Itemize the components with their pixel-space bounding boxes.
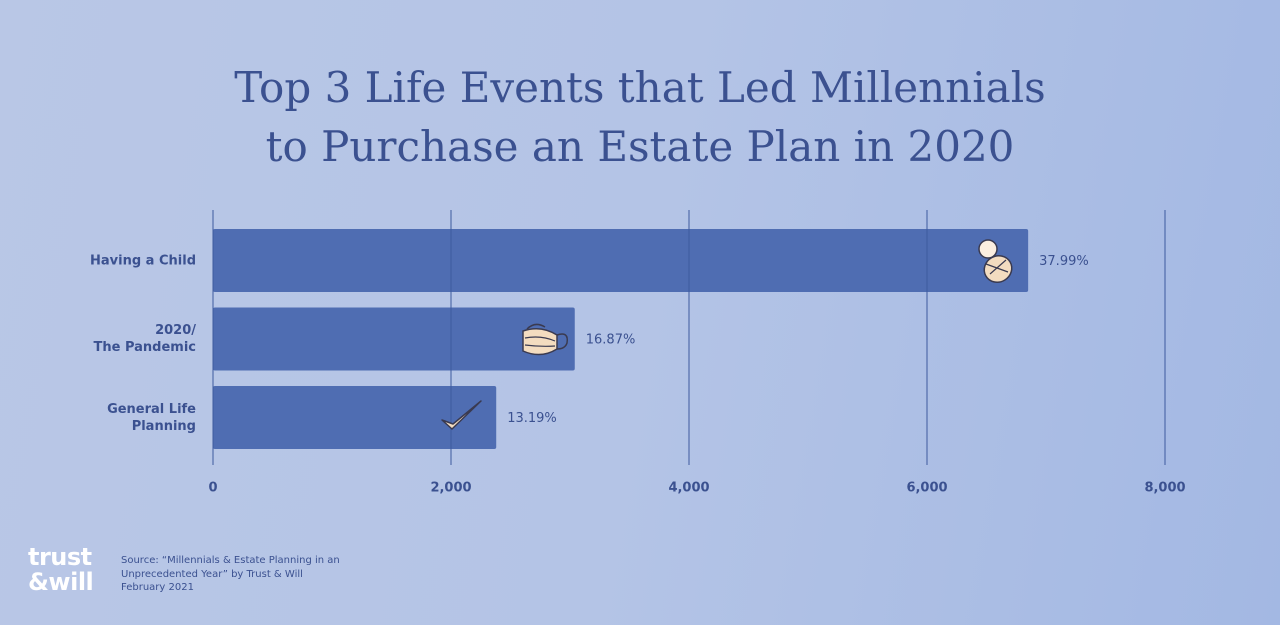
logo: trust &will bbox=[28, 543, 94, 596]
icons bbox=[441, 239, 1013, 430]
plot bbox=[212, 210, 1166, 465]
category-label: General Life Planning bbox=[107, 401, 196, 434]
bar bbox=[213, 307, 575, 371]
chart-title: Top 3 Life Events that Led Millennials t… bbox=[234, 63, 1046, 171]
category-label: 2020/ The Pandemic bbox=[93, 323, 196, 355]
category-label: Having a Child bbox=[90, 253, 196, 268]
check-icon bbox=[441, 400, 482, 430]
x-tick-label: 8,000 bbox=[1144, 481, 1185, 496]
x-tick-label: 2,000 bbox=[430, 481, 471, 496]
value-annotation: 37.99% bbox=[1039, 254, 1089, 269]
x-tick-label: 4,000 bbox=[668, 481, 709, 496]
x-tick-label: 6,000 bbox=[906, 481, 947, 496]
value-annotation: 16.87% bbox=[586, 333, 636, 348]
source-note: Source: “Millennials & Estate Planning i… bbox=[121, 555, 340, 593]
mask-icon bbox=[522, 323, 569, 356]
baby-icon bbox=[978, 239, 1013, 284]
bar bbox=[213, 386, 497, 449]
x-tick-label: 0 bbox=[208, 481, 217, 496]
value-annotation: 13.19% bbox=[507, 411, 557, 426]
bar bbox=[213, 229, 1029, 292]
